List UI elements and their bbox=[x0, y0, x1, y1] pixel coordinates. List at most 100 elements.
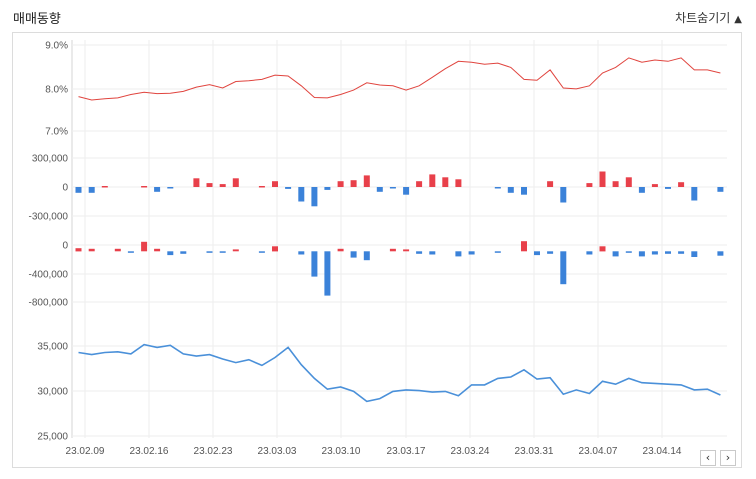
next-page-button[interactable]: › bbox=[720, 450, 736, 466]
volume-bar bbox=[651, 251, 658, 255]
volume-bar bbox=[691, 187, 698, 201]
volume-bar bbox=[206, 251, 213, 253]
volume-bar bbox=[455, 179, 462, 187]
volume-bar bbox=[612, 251, 619, 257]
volume-bar bbox=[154, 248, 161, 252]
volume-bar bbox=[468, 251, 475, 255]
volume-bar bbox=[75, 248, 82, 252]
y-tick-label: -400,000 bbox=[29, 270, 69, 281]
volume-bar bbox=[324, 251, 331, 296]
volume-bar bbox=[678, 182, 685, 187]
volume-bar bbox=[638, 251, 645, 257]
volume-bar bbox=[167, 187, 174, 189]
volume-bar bbox=[363, 251, 370, 261]
volume-bar bbox=[75, 187, 82, 193]
volume-bar bbox=[442, 177, 449, 187]
volume-bar bbox=[311, 251, 318, 277]
volume-bar bbox=[154, 187, 161, 192]
chart-panel bbox=[12, 32, 742, 468]
x-tick-label: 23.03.10 bbox=[322, 446, 361, 457]
volume-bar bbox=[258, 251, 265, 253]
volume-bar bbox=[416, 181, 423, 187]
y-tick-label: 30,000 bbox=[37, 387, 68, 398]
volume-bar bbox=[625, 177, 632, 187]
volume-bar bbox=[272, 181, 278, 187]
volume-bar bbox=[114, 248, 121, 252]
volume-bar bbox=[180, 251, 187, 254]
y-tick-label: 9.0% bbox=[45, 41, 68, 52]
volume-bar bbox=[298, 251, 305, 255]
volume-bar bbox=[534, 251, 540, 256]
volume-bar bbox=[389, 187, 396, 189]
y-tick-label: 7.0% bbox=[45, 127, 68, 138]
price-line bbox=[78, 343, 721, 403]
volume-bar bbox=[521, 241, 527, 252]
volume-bar bbox=[298, 187, 305, 202]
volume-bar bbox=[350, 180, 357, 187]
volume-bar bbox=[272, 246, 278, 252]
volume-bar bbox=[141, 186, 148, 188]
volume-bar bbox=[599, 246, 606, 252]
volume-bar bbox=[350, 251, 357, 258]
volume-bar bbox=[193, 178, 200, 187]
volume-bar bbox=[651, 184, 658, 187]
x-tick-label: 23.03.03 bbox=[258, 446, 297, 457]
y-tick-label: 25,000 bbox=[37, 432, 68, 443]
volume-bar bbox=[416, 251, 423, 254]
volume-bar bbox=[521, 187, 527, 195]
volume-bar bbox=[88, 187, 95, 193]
volume-bar bbox=[665, 251, 671, 254]
volume-bar bbox=[258, 186, 265, 188]
rate-line bbox=[78, 57, 721, 101]
hide-chart-label: 차트숨기기 bbox=[675, 11, 731, 25]
y-tick-label: 0 bbox=[62, 241, 68, 252]
volume-bar bbox=[586, 251, 593, 255]
x-tick-label: 23.03.31 bbox=[515, 446, 554, 457]
x-tick-label: 23.02.23 bbox=[194, 446, 233, 457]
volume-bar bbox=[363, 175, 370, 187]
volume-bar bbox=[403, 187, 410, 195]
x-tick-label: 23.02.09 bbox=[66, 446, 105, 457]
prev-page-button[interactable]: ‹ bbox=[700, 450, 716, 466]
volume-bar bbox=[455, 251, 462, 257]
y-tick-label: 8.0% bbox=[45, 85, 68, 96]
volume-bar bbox=[547, 181, 554, 187]
x-tick-label: 23.04.14 bbox=[643, 446, 682, 457]
x-tick-label: 23.03.24 bbox=[451, 446, 490, 457]
y-tick-label: 0 bbox=[62, 183, 68, 194]
volume-bar bbox=[612, 181, 619, 187]
volume-bar bbox=[88, 248, 95, 252]
volume-bar bbox=[494, 187, 501, 189]
volume-bar bbox=[232, 249, 239, 252]
volume-bar bbox=[429, 174, 436, 187]
volume-bar bbox=[389, 248, 396, 252]
volume-bar bbox=[337, 248, 344, 252]
volume-bar bbox=[638, 187, 645, 193]
volume-bar bbox=[219, 251, 226, 253]
volume-bar bbox=[625, 251, 632, 253]
volume-bar bbox=[560, 251, 567, 285]
volume-bar bbox=[429, 251, 436, 255]
volume-bar bbox=[376, 187, 383, 192]
volume-bar bbox=[494, 251, 501, 253]
volume-bar bbox=[127, 251, 134, 253]
x-tick-label: 23.03.17 bbox=[387, 446, 426, 457]
header-title: 매매동향 bbox=[13, 12, 61, 27]
volume-bar bbox=[219, 184, 226, 187]
volume-bar bbox=[507, 187, 514, 193]
volume-bar bbox=[665, 187, 671, 189]
x-tick-label: 23.04.07 bbox=[579, 446, 618, 457]
volume-bar bbox=[337, 181, 344, 187]
volume-bar bbox=[678, 251, 685, 254]
volume-bar bbox=[560, 187, 567, 203]
volume-bar bbox=[285, 187, 292, 189]
volume-bar bbox=[717, 187, 724, 192]
volume-bar bbox=[717, 251, 724, 256]
hide-chart-toggle[interactable]: 차트숨기기 ▲ bbox=[675, 9, 742, 26]
volume-bar bbox=[547, 251, 554, 254]
volume-bar bbox=[403, 249, 410, 252]
volume-bar bbox=[599, 171, 606, 187]
volume-bar bbox=[206, 183, 213, 187]
volume-bar bbox=[311, 187, 318, 207]
